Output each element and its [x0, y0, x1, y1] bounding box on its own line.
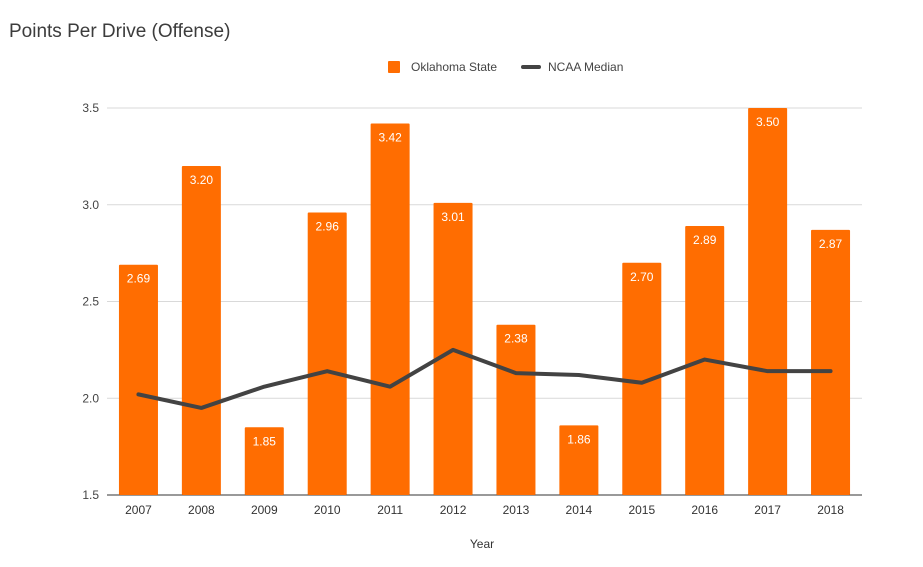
- x-tick-label-2012: 2012: [440, 503, 467, 517]
- x-tick-label-2007: 2007: [125, 503, 152, 517]
- x-tick-label-2011: 2011: [377, 503, 403, 517]
- legend-label-ncaa-median: NCAA Median: [548, 60, 623, 74]
- bar-2007: [119, 265, 158, 495]
- bar-label-2011: 3.42: [378, 130, 402, 144]
- x-tick-label-2009: 2009: [251, 503, 278, 517]
- bar-label-2013: 2.38: [504, 332, 528, 346]
- y-tick-label: 3.5: [82, 101, 99, 115]
- bar-label-2010: 2.96: [316, 219, 340, 233]
- bar-2018: [811, 230, 850, 495]
- y-tick-label: 2.5: [82, 295, 99, 309]
- x-axis-ticks: 2007 2008 2009 2010 2011 2012 2013 2014 2015 2016…: [125, 503, 844, 517]
- bar-label-2015: 2.70: [630, 270, 654, 284]
- median-line-series: [138, 350, 830, 408]
- y-tick-label: 2.0: [82, 391, 99, 405]
- bar-2011: [371, 123, 410, 495]
- chart-legend: Oklahoma State NCAA Median: [388, 60, 623, 74]
- y-axis-ticks: 1.5 2.0 2.5 3.0 3.5: [82, 101, 99, 502]
- bar-label-2014: 1.86: [567, 432, 591, 446]
- x-tick-label-2017: 2017: [754, 503, 781, 517]
- bar-label-2012: 3.01: [441, 210, 465, 224]
- x-tick-label-2016: 2016: [691, 503, 718, 517]
- x-tick-label-2013: 2013: [503, 503, 530, 517]
- ncaa-median-line: [138, 350, 830, 408]
- x-axis-label: Year: [470, 537, 494, 551]
- y-tick-label: 3.0: [82, 198, 99, 212]
- bar-label-2016: 2.89: [693, 233, 717, 247]
- chart-title: Points Per Drive (Offense): [9, 21, 230, 42]
- y-tick-label: 1.5: [82, 488, 99, 502]
- x-tick-label-2014: 2014: [566, 503, 593, 517]
- bar-2008: [182, 166, 221, 495]
- bar-2017: [748, 108, 787, 495]
- bar-2010: [308, 212, 347, 495]
- x-tick-label-2010: 2010: [314, 503, 341, 517]
- bar-label-2009: 1.85: [253, 434, 277, 448]
- legend-label-oklahoma-state: Oklahoma State: [411, 60, 497, 74]
- x-tick-label-2015: 2015: [628, 503, 655, 517]
- x-tick-label-2018: 2018: [817, 503, 844, 517]
- bar-label-2007: 2.69: [127, 272, 151, 286]
- bar-2013: [496, 325, 535, 495]
- bar-label-2017: 3.50: [756, 115, 780, 129]
- x-tick-label-2008: 2008: [188, 503, 215, 517]
- legend-swatch-oklahoma-state: [388, 61, 400, 73]
- bar-label-2008: 3.20: [190, 173, 214, 187]
- bar-label-2018: 2.87: [819, 237, 843, 251]
